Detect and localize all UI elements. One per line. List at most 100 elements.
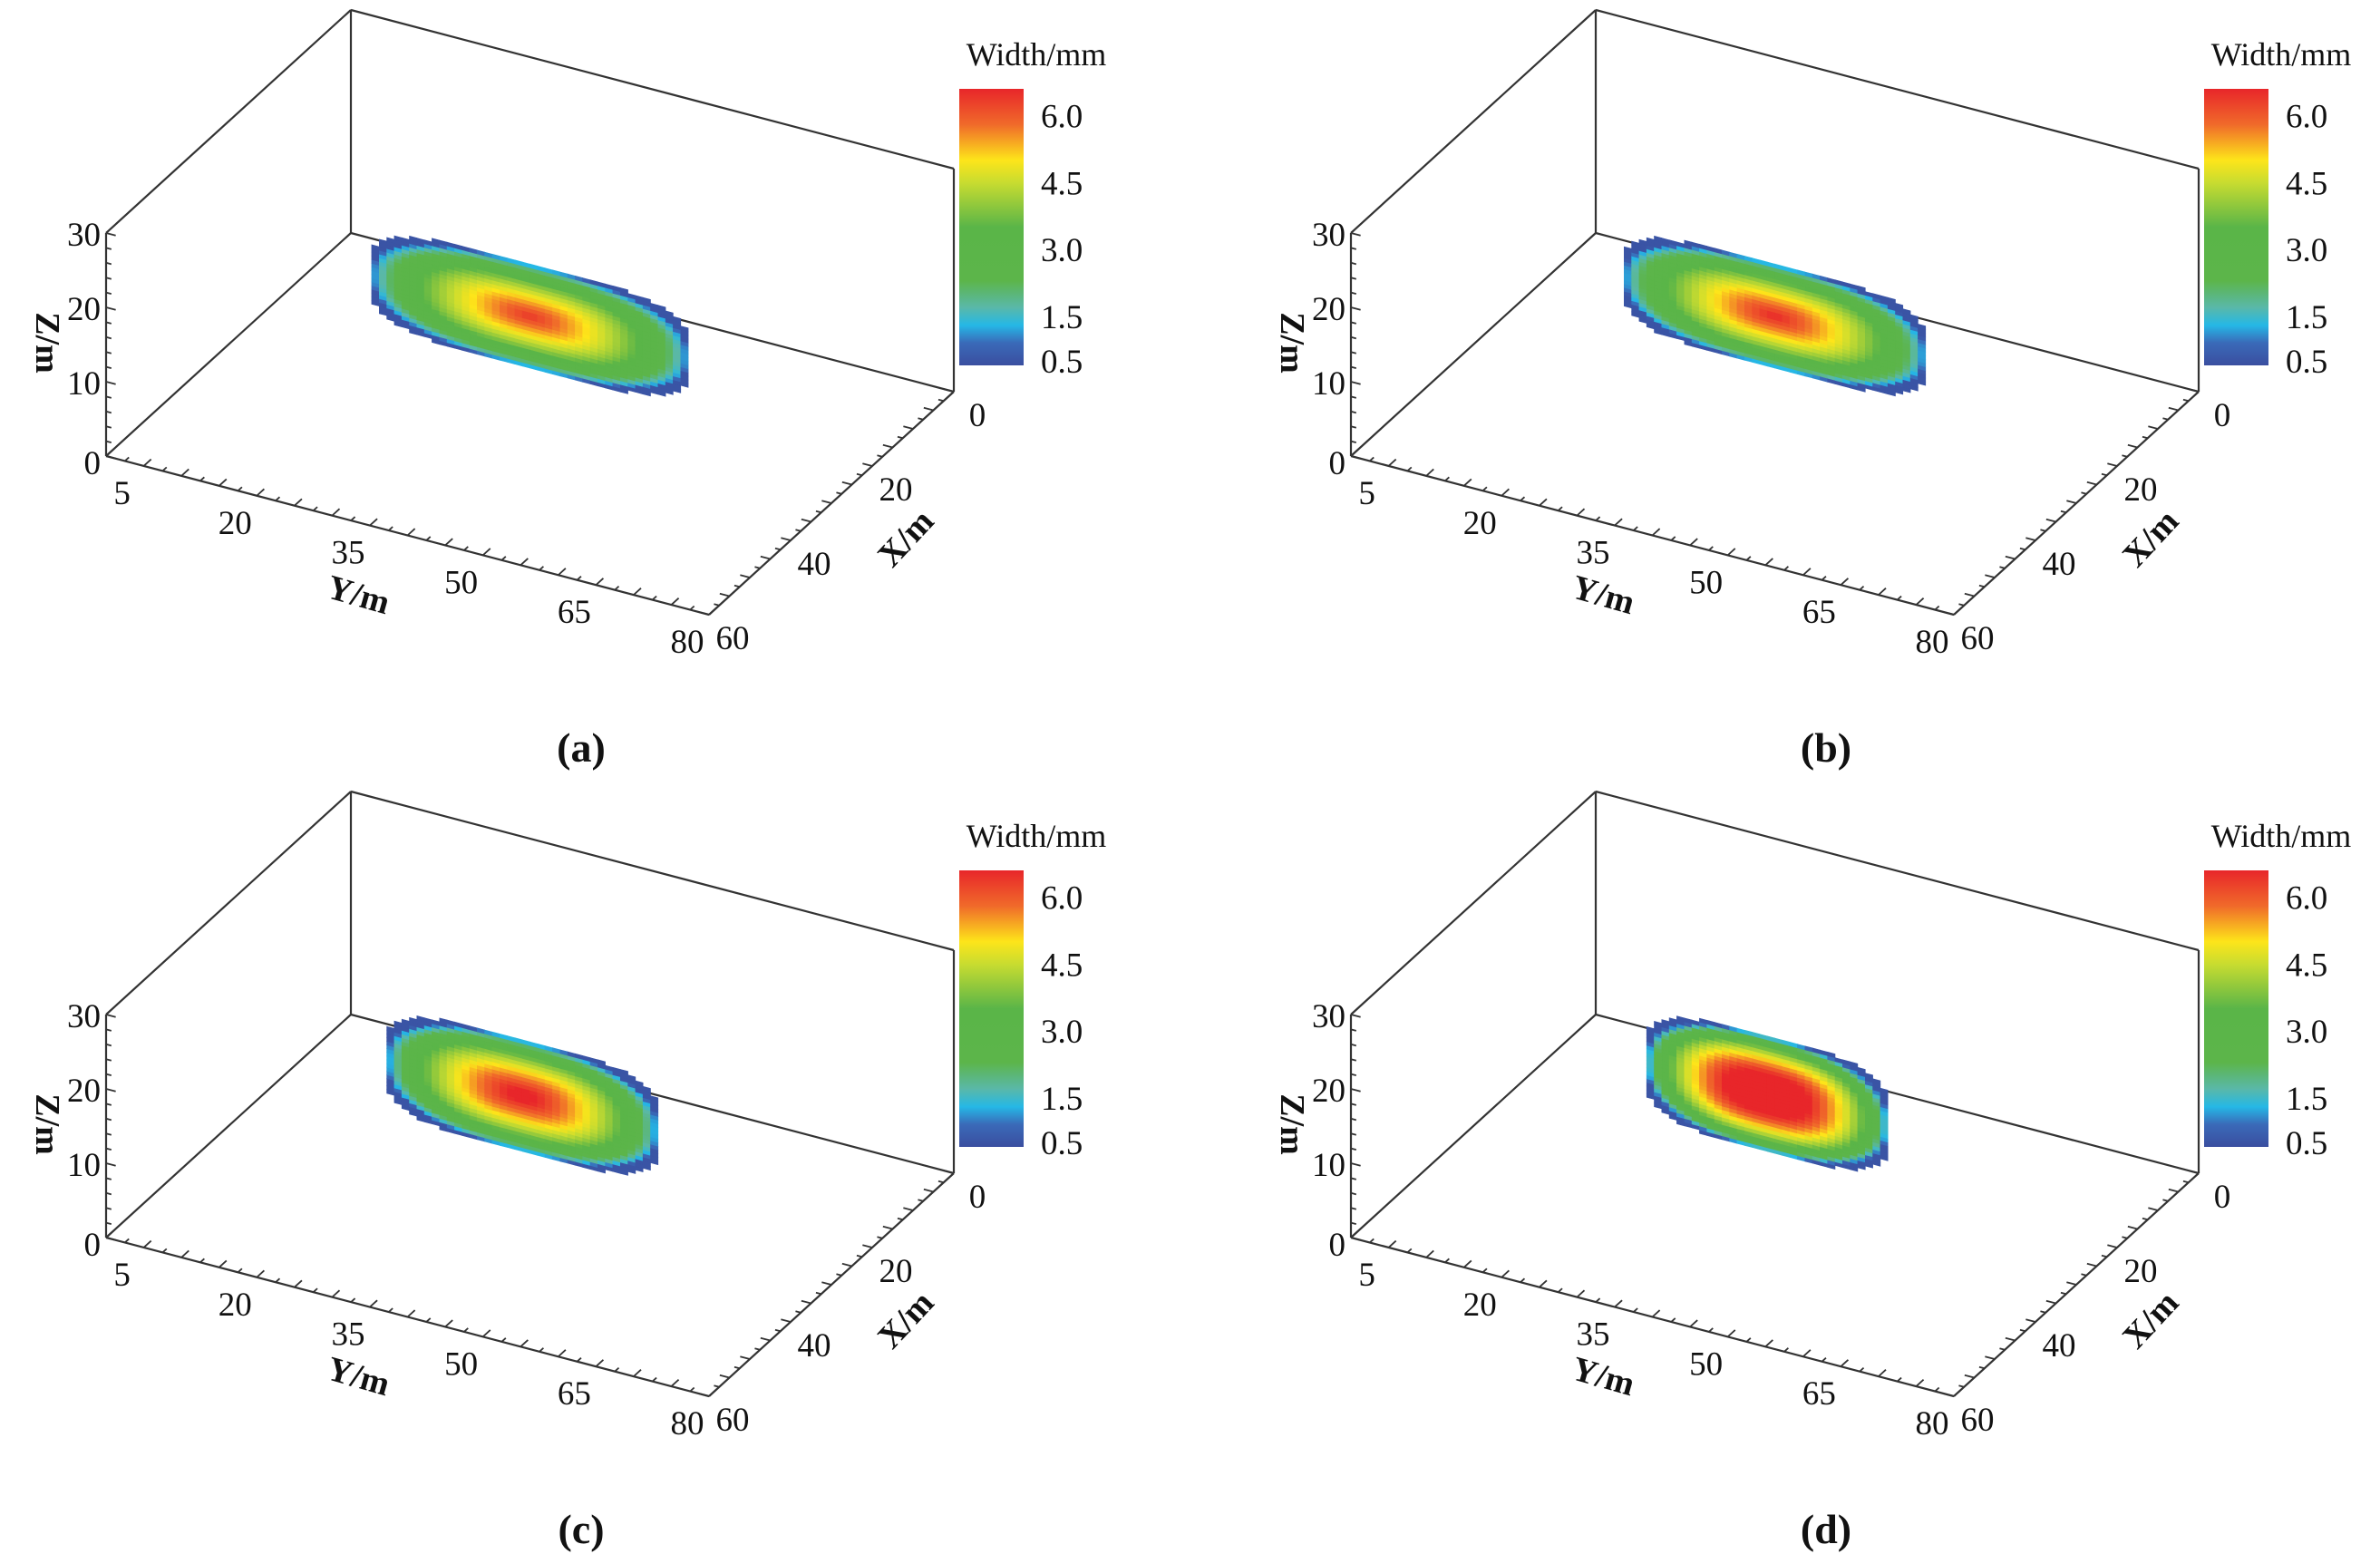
y-tick bbox=[500, 556, 507, 561]
z-tick bbox=[105, 232, 116, 237]
y-tick bbox=[1350, 1229, 1359, 1238]
y-tick bbox=[105, 1229, 114, 1238]
y-tick bbox=[1764, 1339, 1773, 1347]
x-tick bbox=[821, 1281, 832, 1286]
z-tick bbox=[1350, 1162, 1361, 1167]
z-tick bbox=[105, 247, 112, 250]
x-axis-title: X/m bbox=[2115, 502, 2186, 575]
x-tick bbox=[1964, 592, 1975, 597]
x-tick bbox=[2066, 500, 2077, 504]
x-tick bbox=[740, 1355, 751, 1360]
x-tick bbox=[1985, 1355, 1996, 1360]
y-tick-label: 5 bbox=[113, 475, 131, 512]
x-tick-label: 60 bbox=[1961, 1402, 1995, 1439]
z-tick bbox=[1350, 425, 1357, 429]
x-tick-label: 40 bbox=[798, 1327, 831, 1365]
y-tick bbox=[199, 1258, 205, 1264]
z-tick bbox=[1350, 381, 1361, 385]
y-tick bbox=[1783, 566, 1790, 571]
colorbar-tick-label: 0.5 bbox=[2286, 1125, 2327, 1162]
x-tick bbox=[733, 584, 740, 588]
z-tick bbox=[1350, 440, 1357, 443]
z-tick bbox=[1350, 1014, 1361, 1018]
x-tick bbox=[2122, 1236, 2128, 1239]
z-tick bbox=[105, 261, 112, 266]
fracture-cell bbox=[657, 305, 666, 312]
colorbar bbox=[2204, 870, 2268, 1147]
y-tick bbox=[652, 1376, 657, 1383]
z-axis-title: Z/m bbox=[1273, 1093, 1311, 1155]
x-tick-label: 60 bbox=[716, 1402, 750, 1439]
x-tick bbox=[2086, 481, 2097, 486]
y-tick bbox=[1915, 1378, 1925, 1387]
left-bottom-edge bbox=[105, 232, 352, 457]
panel-caption: (d) bbox=[1801, 1506, 1851, 1552]
x-tick-label: 20 bbox=[879, 471, 913, 509]
y-tick bbox=[1708, 1327, 1714, 1333]
y-tick bbox=[1425, 468, 1434, 477]
colorbar-tick-label: 3.0 bbox=[2286, 232, 2327, 269]
z-tick bbox=[1350, 365, 1357, 369]
y-tick bbox=[180, 1249, 189, 1258]
y-tick bbox=[482, 548, 491, 557]
x-tick bbox=[2040, 1310, 2046, 1314]
x-tick bbox=[2081, 491, 2087, 495]
x-tick bbox=[897, 1217, 903, 1221]
x-tick bbox=[836, 1273, 842, 1277]
x-tick-label: 20 bbox=[2124, 1253, 2158, 1290]
left-top-edge bbox=[105, 791, 352, 1015]
z-tick-label: 10 bbox=[67, 365, 101, 403]
z-tick-label: 0 bbox=[1329, 445, 1346, 482]
z-tick bbox=[105, 1088, 116, 1093]
y-tick bbox=[1387, 1239, 1397, 1248]
x-tick bbox=[2162, 1199, 2169, 1202]
y-tick bbox=[142, 1239, 152, 1248]
z-tick bbox=[105, 1014, 116, 1018]
fracture-width-field bbox=[386, 1015, 659, 1176]
x-tick bbox=[719, 592, 730, 597]
colorbar-tick-label: 4.5 bbox=[1041, 947, 1083, 984]
x-tick-label: 0 bbox=[2214, 1179, 2231, 1216]
y-tick bbox=[500, 1337, 507, 1343]
x-tick-label: 60 bbox=[716, 620, 750, 657]
x-tick bbox=[781, 1318, 792, 1323]
x-tick bbox=[882, 443, 893, 449]
y-tick bbox=[142, 458, 152, 467]
back-top-edge bbox=[1595, 8, 2200, 170]
y-tick bbox=[256, 1269, 265, 1278]
x-tick bbox=[2045, 1299, 2056, 1305]
y-tick bbox=[482, 1329, 491, 1338]
y-tick bbox=[1444, 476, 1450, 482]
panel-d: 5 20 35 50 65 80 0 20 40 60 0 10 20 30 Z/m Y/m X/m Width/… bbox=[1273, 790, 2351, 1552]
y-tick bbox=[539, 566, 545, 571]
z-axis-title: Z/m bbox=[28, 1093, 66, 1155]
y-tick bbox=[425, 1317, 432, 1323]
y-tick bbox=[1369, 1238, 1375, 1244]
y-tick bbox=[1369, 456, 1375, 462]
x-tick bbox=[821, 500, 832, 504]
x-axis-title: X/m bbox=[870, 1284, 941, 1356]
panel-b: 5 20 35 50 65 80 0 20 40 60 0 10 20 30 Z/m Y/m X/m Width/… bbox=[1273, 8, 2351, 771]
y-tick bbox=[1745, 556, 1752, 561]
y-tick bbox=[633, 588, 642, 596]
colorbar-title: Width/mm bbox=[967, 818, 1107, 854]
colorbar-tick-label: 4.5 bbox=[1041, 165, 1083, 202]
x-tick bbox=[2168, 1188, 2179, 1193]
y-tick bbox=[1595, 1297, 1601, 1303]
x-tick bbox=[1978, 1365, 1985, 1370]
y-tick bbox=[1670, 1317, 1676, 1323]
x-tick bbox=[2107, 1244, 2118, 1248]
y-tick bbox=[1350, 448, 1359, 457]
x-tick bbox=[2168, 406, 2179, 412]
y-tick-label: 50 bbox=[444, 1345, 478, 1383]
z-tick-label: 0 bbox=[84, 1227, 102, 1264]
z-tick-label: 30 bbox=[67, 998, 101, 1035]
y-tick bbox=[312, 1287, 318, 1293]
y-tick bbox=[670, 1378, 680, 1387]
x-tick bbox=[815, 1291, 821, 1296]
colorbar-tick-label: 1.5 bbox=[2286, 299, 2327, 336]
y-tick bbox=[689, 605, 695, 611]
y-tick bbox=[1689, 538, 1698, 547]
x-tick bbox=[903, 1207, 914, 1211]
x-tick-label: 0 bbox=[969, 397, 986, 434]
